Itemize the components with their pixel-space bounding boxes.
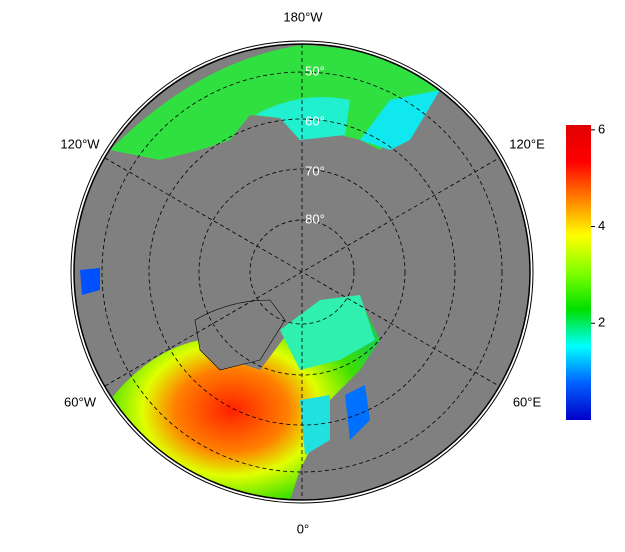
latitude-label: 70° xyxy=(305,163,325,178)
north-sea xyxy=(300,395,330,455)
okhotsk-sea xyxy=(360,90,440,150)
longitude-label: 60°W xyxy=(64,394,97,409)
baltic-sea xyxy=(345,385,370,440)
longitude-label: 180°W xyxy=(283,9,323,24)
latitude-label: 50° xyxy=(305,63,325,78)
colorbar-tick-label: 2 xyxy=(598,315,605,330)
map-frame xyxy=(70,40,534,504)
longitude-label: 120°W xyxy=(60,136,100,151)
latitude-circle xyxy=(101,71,503,473)
longitude-label: 60°E xyxy=(513,394,542,409)
latitude-circle xyxy=(249,219,355,325)
latitude-label: 80° xyxy=(305,211,325,226)
map-border xyxy=(73,43,531,501)
colorbar-tick-label: 6 xyxy=(598,121,605,136)
meridian xyxy=(104,157,500,387)
bering-sea xyxy=(255,97,350,140)
colorbar-tick-label: 4 xyxy=(598,218,605,233)
pacific-ocean xyxy=(110,45,450,160)
hudson-bay xyxy=(80,268,100,295)
longitude-label: 120°E xyxy=(509,136,545,151)
longitude-label: 0° xyxy=(297,521,309,536)
latitude-label: 60° xyxy=(305,113,325,128)
graticule xyxy=(101,44,503,500)
colorbar-scale xyxy=(566,125,591,420)
colorbar: 2 4 6 xyxy=(566,121,605,420)
barents-sea xyxy=(280,295,375,370)
